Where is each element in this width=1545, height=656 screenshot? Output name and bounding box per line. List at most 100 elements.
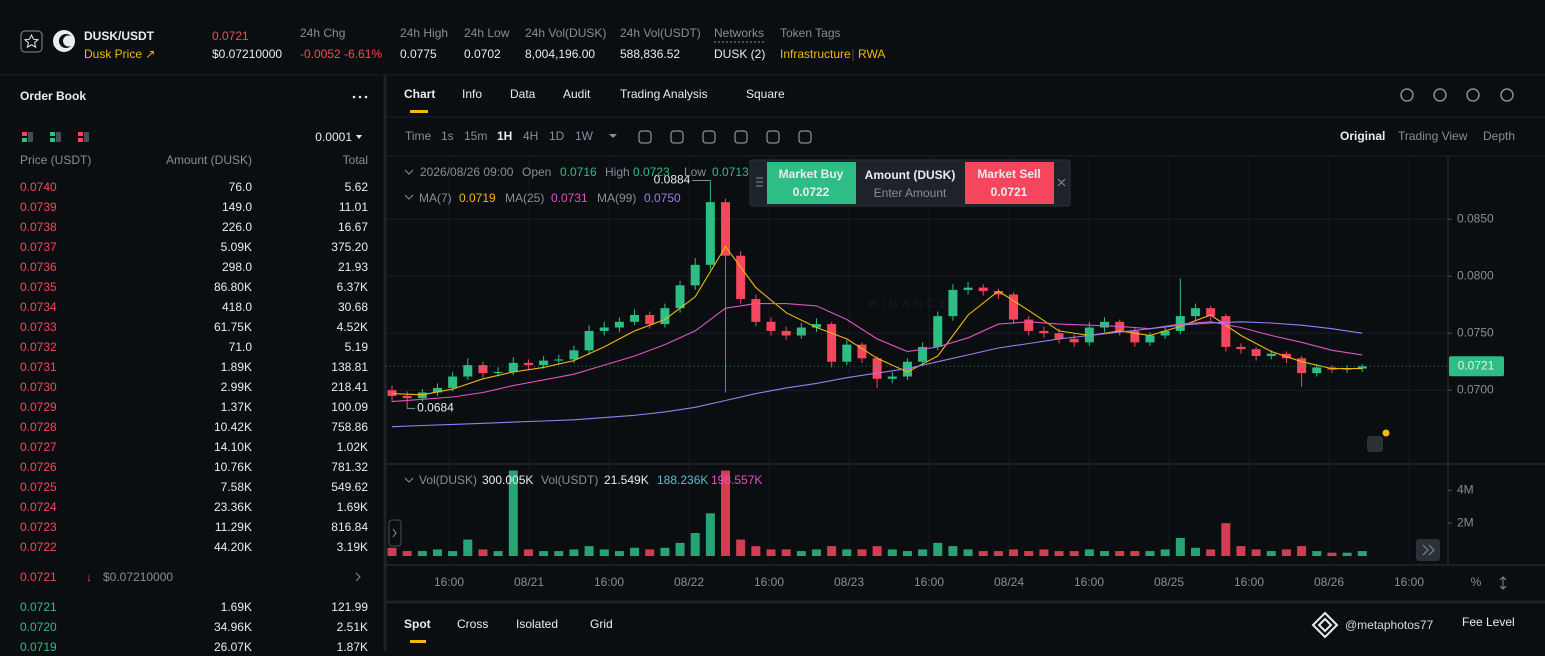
candle-body: [478, 365, 488, 374]
toolbar-icon[interactable]: [1500, 88, 1514, 102]
price[interactable]: 0.0735: [20, 280, 57, 294]
drag-handle[interactable]: [756, 177, 763, 187]
trade-tab[interactable]: Cross: [457, 617, 488, 631]
tool-icon[interactable]: [734, 130, 748, 144]
candle-body: [539, 360, 549, 366]
price[interactable]: 0.0738: [20, 220, 57, 234]
stat-label: Networks: [714, 26, 764, 40]
tab[interactable]: Audit: [563, 87, 591, 101]
percent-toggle[interactable]: %: [1471, 575, 1482, 589]
precision[interactable]: 0.0001: [315, 130, 352, 144]
volume-bar: [1297, 546, 1307, 556]
ma-line: [391, 303, 1363, 403]
ma-legend-name: MA(7): [419, 191, 452, 205]
toolbar-icon[interactable]: [1466, 88, 1480, 102]
price[interactable]: 0.0731: [20, 360, 57, 374]
price[interactable]: 0.0729: [20, 400, 57, 414]
price[interactable]: 0.0725: [20, 480, 57, 494]
volume-bar: [963, 549, 973, 556]
layout-icon[interactable]: [50, 132, 55, 136]
tab[interactable]: Square: [746, 87, 785, 101]
total: 375.20: [331, 240, 368, 254]
volume-bar: [1069, 551, 1079, 556]
layout-icon[interactable]: [78, 132, 83, 136]
note-badge: [1382, 429, 1390, 437]
market-buy-button[interactable]: [767, 162, 856, 204]
trade-tab[interactable]: Spot: [404, 617, 431, 631]
tab[interactable]: Data: [510, 87, 536, 101]
price[interactable]: 0.0737: [20, 240, 57, 254]
volume-bar: [918, 549, 928, 556]
price[interactable]: 0.0739: [20, 200, 57, 214]
price[interactable]: 0.0733: [20, 320, 57, 334]
total: 30.68: [338, 300, 368, 314]
legend-label: High: [605, 165, 630, 179]
toolbar-icon[interactable]: [1400, 88, 1414, 102]
tag[interactable]: Infrastructure: [780, 47, 851, 61]
amount: 26.07K: [214, 640, 252, 651]
ma-legend-value: 0.0731: [551, 191, 588, 205]
layout-icon-part: [28, 132, 33, 142]
price-link[interactable]: Dusk Price ↗: [84, 47, 155, 61]
stat-value: DUSK (2): [714, 47, 765, 61]
last-price: 0.0721: [212, 29, 249, 43]
view[interactable]: Depth: [1483, 129, 1515, 143]
price[interactable]: 0.0734: [20, 300, 57, 314]
chart-note-icon[interactable]: [1367, 436, 1383, 452]
interval[interactable]: 1s: [441, 129, 454, 143]
interval[interactable]: 4H: [523, 129, 538, 143]
volume-bar: [1236, 546, 1246, 556]
tab[interactable]: Chart: [404, 87, 435, 101]
price[interactable]: 0.0730: [20, 380, 57, 394]
tab[interactable]: Trading Analysis: [620, 87, 708, 101]
price[interactable]: 0.0727: [20, 440, 57, 454]
collapse-button[interactable]: [388, 519, 402, 547]
candle-body: [1190, 308, 1200, 317]
tool-icon[interactable]: [702, 130, 716, 144]
price[interactable]: 0.0728: [20, 420, 57, 434]
candle-body: [660, 308, 670, 325]
view[interactable]: Original: [1340, 129, 1385, 143]
interval[interactable]: 15m: [464, 129, 487, 143]
tag[interactable]: RWA: [858, 47, 885, 61]
price[interactable]: 0.0726: [20, 460, 57, 474]
legend-caret[interactable]: [404, 169, 414, 175]
price[interactable]: 0.0724: [20, 500, 57, 514]
price[interactable]: 0.0722: [20, 540, 57, 554]
price[interactable]: 0.0732: [20, 340, 57, 354]
price[interactable]: 0.0721: [20, 600, 57, 614]
legend-caret[interactable]: [404, 194, 414, 200]
tool-icon[interactable]: [766, 130, 780, 144]
scale-toggle[interactable]: [1499, 576, 1507, 590]
layout-icon[interactable]: [22, 132, 27, 136]
x-tick-label: 16:00: [1074, 575, 1104, 589]
legend-caret[interactable]: [404, 477, 414, 483]
volume-bar: [523, 549, 533, 556]
price[interactable]: 0.0740: [20, 180, 57, 194]
price[interactable]: 0.0723: [20, 520, 57, 534]
tool-icon[interactable]: [638, 130, 652, 144]
stat-value: -0.0052 -6.61%: [300, 47, 382, 61]
amount-input[interactable]: Enter Amount: [874, 186, 947, 200]
price[interactable]: 0.0719: [20, 640, 57, 654]
trade-tab[interactable]: Grid: [590, 617, 613, 631]
interval[interactable]: Time: [405, 129, 432, 143]
favorite-button[interactable]: [20, 30, 43, 53]
volume-legend: 198.557K: [711, 473, 762, 487]
toolbar-icon[interactable]: [1433, 88, 1447, 102]
view[interactable]: Trading View: [1398, 129, 1468, 143]
interval[interactable]: 1H: [497, 129, 512, 143]
legend-value: 0.0713: [712, 165, 749, 179]
interval[interactable]: 1D: [549, 129, 565, 143]
close-button[interactable]: [1057, 178, 1066, 187]
tool-icon[interactable]: [670, 130, 684, 144]
more-chevron[interactable]: [355, 572, 361, 582]
tab[interactable]: Info: [462, 87, 482, 101]
interval[interactable]: 1W: [575, 129, 594, 143]
trade-tab[interactable]: Isolated: [516, 617, 558, 631]
price[interactable]: 0.0720: [20, 620, 57, 634]
tool-icon[interactable]: [798, 130, 812, 144]
total: 21.93: [338, 260, 368, 274]
market-sell-button[interactable]: [965, 162, 1054, 204]
price[interactable]: 0.0736: [20, 260, 57, 274]
